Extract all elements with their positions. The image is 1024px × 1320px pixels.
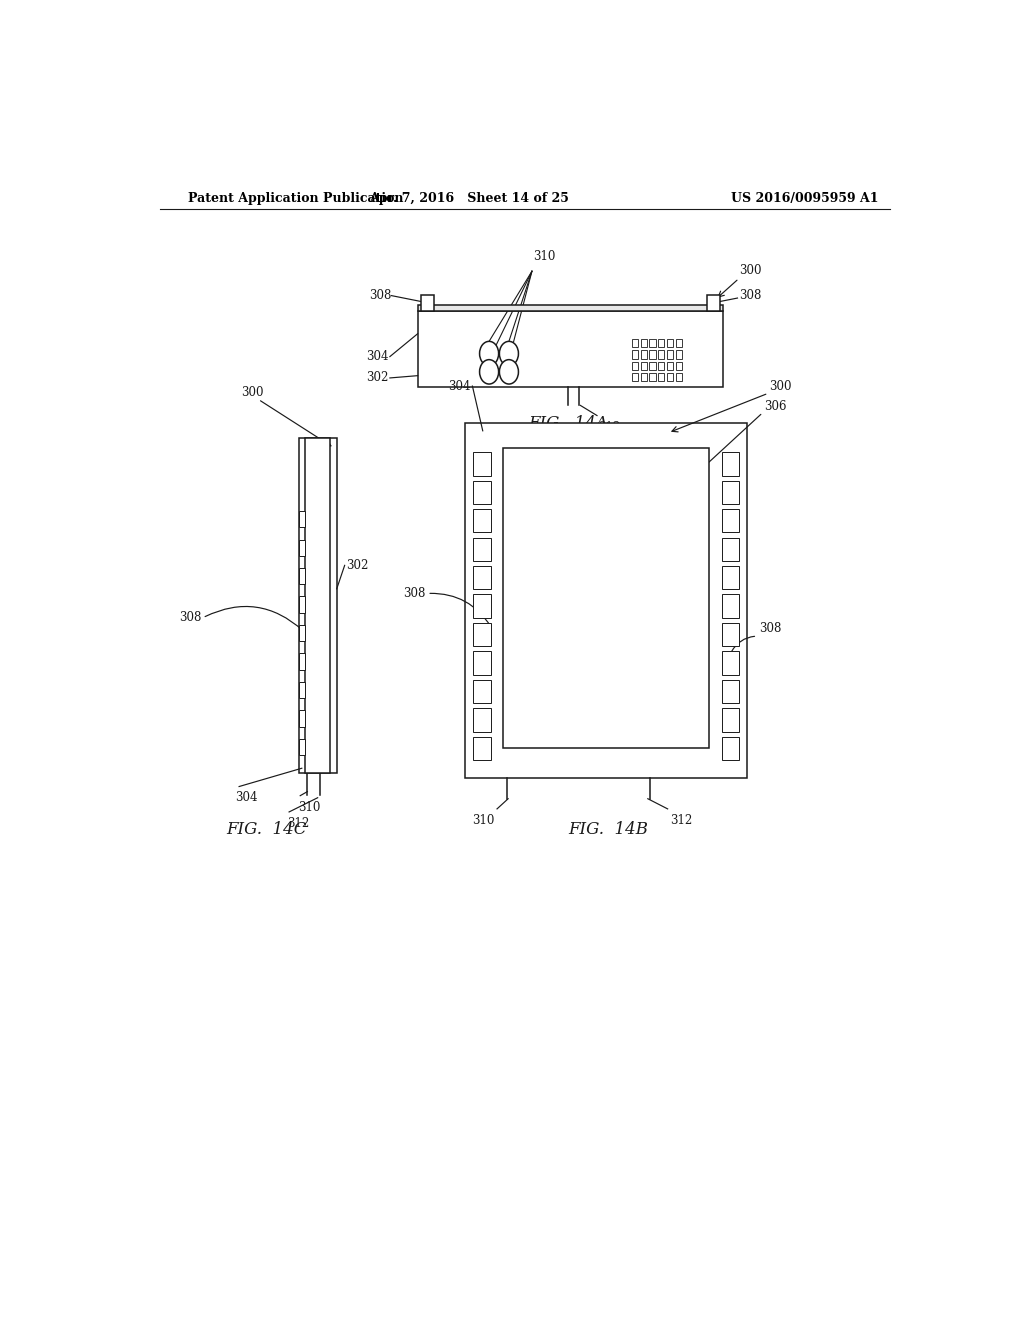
Bar xyxy=(299,597,305,612)
Bar xyxy=(676,351,682,359)
Bar xyxy=(658,372,665,381)
Bar xyxy=(299,739,305,755)
Text: 304: 304 xyxy=(449,380,471,392)
Bar xyxy=(465,422,748,779)
Bar xyxy=(722,651,739,675)
Bar xyxy=(473,510,490,532)
Bar xyxy=(667,339,673,347)
Bar xyxy=(632,372,638,381)
Bar xyxy=(641,372,647,381)
Text: FIG.  14A: FIG. 14A xyxy=(528,414,608,432)
Text: 310: 310 xyxy=(534,249,556,263)
Text: 308: 308 xyxy=(369,289,391,302)
Bar xyxy=(473,594,490,618)
Bar xyxy=(473,651,490,675)
Bar xyxy=(658,362,665,370)
Bar xyxy=(649,351,655,359)
Bar xyxy=(632,362,638,370)
Bar xyxy=(473,623,490,647)
Bar xyxy=(676,339,682,347)
Text: Apr. 7, 2016   Sheet 14 of 25: Apr. 7, 2016 Sheet 14 of 25 xyxy=(370,191,569,205)
Bar xyxy=(473,537,490,561)
Bar xyxy=(299,624,305,642)
Bar xyxy=(299,653,305,669)
Bar xyxy=(421,294,433,312)
Bar xyxy=(722,510,739,532)
Bar xyxy=(299,710,305,726)
Bar xyxy=(641,339,647,347)
Bar xyxy=(632,351,638,359)
Text: 308: 308 xyxy=(178,611,201,624)
Text: 310: 310 xyxy=(472,814,495,826)
Bar xyxy=(722,566,739,589)
Bar xyxy=(658,339,665,347)
Text: 302: 302 xyxy=(366,371,388,384)
Bar xyxy=(667,372,673,381)
Text: Patent Application Publication: Patent Application Publication xyxy=(187,191,403,205)
Bar xyxy=(722,480,739,504)
Bar xyxy=(658,351,665,359)
Bar xyxy=(473,680,490,704)
Bar xyxy=(722,709,739,731)
Bar xyxy=(632,339,638,347)
Bar xyxy=(473,737,490,760)
Text: FIG.  14B: FIG. 14B xyxy=(568,821,648,838)
Bar xyxy=(305,438,331,774)
Text: US 2016/0095959 A1: US 2016/0095959 A1 xyxy=(731,191,879,205)
Bar xyxy=(299,568,305,585)
Text: 312: 312 xyxy=(670,814,692,826)
Bar xyxy=(418,312,723,387)
Bar xyxy=(641,351,647,359)
Text: 308: 308 xyxy=(739,289,762,301)
Text: 300: 300 xyxy=(769,380,792,392)
Bar xyxy=(722,623,739,647)
Bar xyxy=(667,351,673,359)
Text: FIG.  14C: FIG. 14C xyxy=(226,821,307,838)
Bar xyxy=(708,294,720,312)
Bar xyxy=(722,594,739,618)
Circle shape xyxy=(500,342,518,366)
Bar xyxy=(641,362,647,370)
Bar xyxy=(473,453,490,475)
Text: 308: 308 xyxy=(403,587,426,599)
Text: 300: 300 xyxy=(242,385,264,399)
Bar xyxy=(722,537,739,561)
Bar xyxy=(473,566,490,589)
Bar xyxy=(722,453,739,475)
Bar xyxy=(722,737,739,760)
Text: 304: 304 xyxy=(366,350,388,363)
Text: 312: 312 xyxy=(599,421,621,434)
Bar xyxy=(649,362,655,370)
Text: 306: 306 xyxy=(765,400,787,413)
Bar xyxy=(299,438,337,774)
Bar xyxy=(676,362,682,370)
Circle shape xyxy=(479,359,499,384)
Bar xyxy=(667,362,673,370)
Bar xyxy=(299,540,305,556)
Circle shape xyxy=(479,342,499,366)
Bar xyxy=(299,511,305,528)
Bar xyxy=(722,680,739,704)
Bar xyxy=(676,372,682,381)
Text: 312: 312 xyxy=(287,817,309,830)
Bar xyxy=(418,305,723,312)
Text: 304: 304 xyxy=(236,791,258,804)
Bar xyxy=(504,447,709,748)
Bar xyxy=(473,480,490,504)
Text: 300: 300 xyxy=(739,264,762,277)
Text: 302: 302 xyxy=(346,558,369,572)
Bar xyxy=(649,339,655,347)
Text: 308: 308 xyxy=(759,623,781,635)
Bar xyxy=(473,709,490,731)
Circle shape xyxy=(500,359,518,384)
Bar xyxy=(649,372,655,381)
Bar xyxy=(299,682,305,698)
Text: 310: 310 xyxy=(299,801,321,813)
